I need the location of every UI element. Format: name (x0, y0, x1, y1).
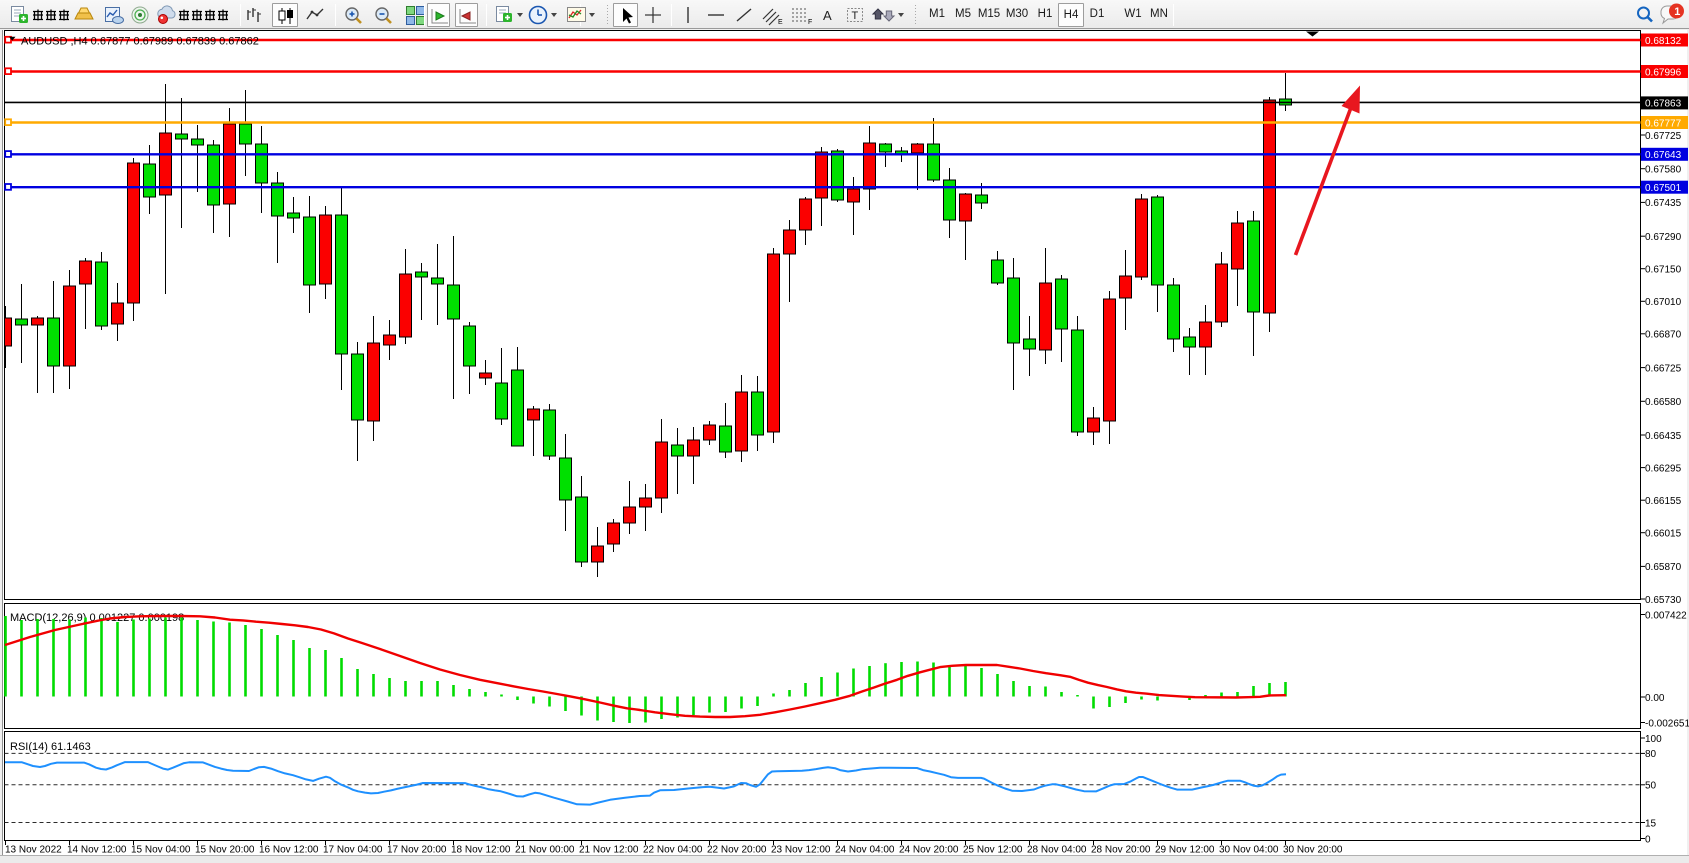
svg-text:0.67150: 0.67150 (1645, 265, 1682, 276)
svg-text:30 Nov 20:00: 30 Nov 20:00 (1283, 845, 1343, 856)
svg-text:29 Nov 12:00: 29 Nov 12:00 (1155, 845, 1215, 856)
svg-text:15 Nov 20:00: 15 Nov 20:00 (195, 845, 255, 856)
svg-text:1: 1 (1674, 6, 1680, 18)
svg-text:25 Nov 12:00: 25 Nov 12:00 (963, 845, 1023, 856)
svg-text:17 Nov 20:00: 17 Nov 20:00 (387, 845, 447, 856)
svg-text:RSI(14) 61.1463: RSI(14) 61.1463 (10, 741, 91, 753)
svg-text:30 Nov 04:00: 30 Nov 04:00 (1219, 845, 1279, 856)
svg-text:0.65730: 0.65730 (1645, 595, 1682, 606)
svg-text:100: 100 (1645, 734, 1662, 745)
svg-text:0.007422: 0.007422 (1645, 610, 1687, 621)
svg-text:0.65870: 0.65870 (1645, 562, 1682, 573)
svg-text:0.66295: 0.66295 (1645, 463, 1682, 474)
svg-text:0.67643: 0.67643 (1645, 150, 1682, 161)
svg-text:50: 50 (1645, 781, 1657, 792)
svg-text:0.66725: 0.66725 (1645, 363, 1682, 374)
svg-text:21 Nov 00:00: 21 Nov 00:00 (515, 845, 575, 856)
svg-text:24 Nov 04:00: 24 Nov 04:00 (835, 845, 895, 856)
svg-text:23 Nov 12:00: 23 Nov 12:00 (771, 845, 831, 856)
svg-text:24 Nov 20:00: 24 Nov 20:00 (899, 845, 959, 856)
svg-text:16 Nov 12:00: 16 Nov 12:00 (259, 845, 319, 856)
svg-text:80: 80 (1645, 749, 1657, 760)
svg-text:E: E (778, 19, 783, 26)
svg-text:0: 0 (1645, 834, 1651, 845)
svg-text:0.66155: 0.66155 (1645, 496, 1682, 507)
svg-text:A: A (823, 8, 832, 23)
svg-text:0.67725: 0.67725 (1645, 131, 1682, 142)
svg-text:14 Nov 12:00: 14 Nov 12:00 (67, 845, 127, 856)
svg-text:0.66870: 0.66870 (1645, 330, 1682, 341)
svg-text:18 Nov 12:00: 18 Nov 12:00 (451, 845, 511, 856)
svg-text:F: F (808, 19, 812, 26)
svg-text:21 Nov 12:00: 21 Nov 12:00 (579, 845, 639, 856)
svg-text:0.67435: 0.67435 (1645, 198, 1682, 209)
svg-text:0.66580: 0.66580 (1645, 397, 1682, 408)
svg-text:0.67863: 0.67863 (1645, 99, 1682, 110)
svg-text:0.67501: 0.67501 (1645, 183, 1682, 194)
svg-text:15 Nov 04:00: 15 Nov 04:00 (131, 845, 191, 856)
svg-text:MACD(12,26,9) 0.001227 0.00019: MACD(12,26,9) 0.001227 0.000198 (10, 612, 184, 624)
svg-text:28 Nov 20:00: 28 Nov 20:00 (1091, 845, 1151, 856)
svg-text:-0.002651: -0.002651 (1645, 718, 1689, 729)
svg-text:0.67290: 0.67290 (1645, 232, 1682, 243)
svg-text:17 Nov 04:00: 17 Nov 04:00 (323, 845, 383, 856)
svg-text:0.68132: 0.68132 (1645, 36, 1682, 47)
svg-text:0.66015: 0.66015 (1645, 529, 1682, 540)
svg-text:22 Nov 20:00: 22 Nov 20:00 (707, 845, 767, 856)
svg-text:15: 15 (1645, 818, 1657, 829)
svg-text:0.67010: 0.67010 (1645, 297, 1682, 308)
svg-text:13 Nov 2022: 13 Nov 2022 (5, 845, 62, 856)
svg-text:AUDUSD ,H4 0.67877 0.67989 0.: AUDUSD ,H4 0.67877 0.67989 0.67839 0.678… (21, 36, 259, 48)
svg-text:0.67777: 0.67777 (1645, 118, 1682, 129)
svg-text:28 Nov 04:00: 28 Nov 04:00 (1027, 845, 1087, 856)
svg-text:0.67580: 0.67580 (1645, 165, 1682, 176)
svg-text:T: T (852, 10, 859, 22)
svg-text:0.00: 0.00 (1645, 693, 1665, 704)
svg-text:0.66435: 0.66435 (1645, 431, 1682, 442)
svg-text:22 Nov 04:00: 22 Nov 04:00 (643, 845, 703, 856)
svg-text:0.67996: 0.67996 (1645, 67, 1682, 78)
